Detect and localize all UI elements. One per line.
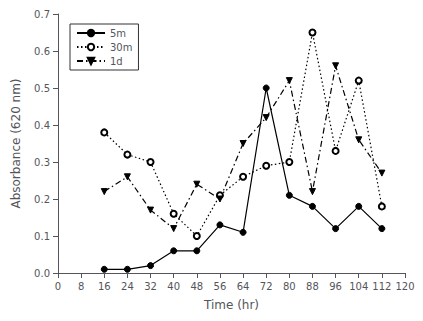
svg-text:Absorbance (620 nm): Absorbance (620 nm) <box>9 78 23 208</box>
svg-text:24: 24 <box>121 281 134 292</box>
svg-text:5m: 5m <box>110 28 126 39</box>
svg-text:0.2: 0.2 <box>34 194 50 205</box>
svg-text:88: 88 <box>306 281 319 292</box>
svg-text:56: 56 <box>214 281 227 292</box>
svg-text:0.1: 0.1 <box>34 231 50 242</box>
svg-text:Time (hr): Time (hr) <box>203 298 259 312</box>
svg-text:40: 40 <box>167 281 180 292</box>
svg-text:0.4: 0.4 <box>34 120 50 131</box>
svg-text:112: 112 <box>372 281 391 292</box>
svg-text:30m: 30m <box>110 42 132 53</box>
svg-text:48: 48 <box>190 281 203 292</box>
svg-text:64: 64 <box>237 281 250 292</box>
svg-text:0.7: 0.7 <box>34 9 50 20</box>
svg-text:0.3: 0.3 <box>34 157 50 168</box>
svg-text:96: 96 <box>329 281 342 292</box>
svg-text:0.6: 0.6 <box>34 46 50 57</box>
svg-text:1d: 1d <box>110 56 123 67</box>
svg-text:120: 120 <box>395 281 414 292</box>
svg-text:16: 16 <box>98 281 111 292</box>
svg-text:0.0: 0.0 <box>34 268 50 279</box>
svg-text:0: 0 <box>55 281 61 292</box>
svg-text:32: 32 <box>144 281 157 292</box>
svg-text:104: 104 <box>349 281 368 292</box>
svg-text:0.5: 0.5 <box>34 83 50 94</box>
svg-text:8: 8 <box>78 281 84 292</box>
svg-text:80: 80 <box>283 281 296 292</box>
svg-text:72: 72 <box>260 281 273 292</box>
